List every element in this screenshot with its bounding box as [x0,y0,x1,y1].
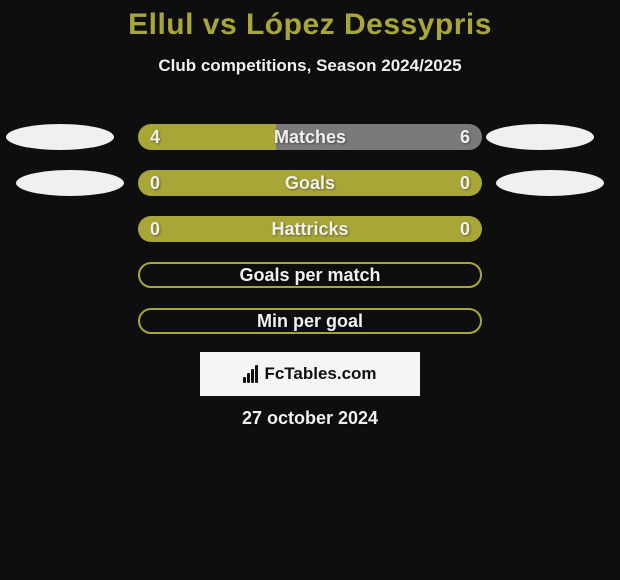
stat-bar: Goals per match [138,262,482,288]
stat-value-left: 0 [138,216,172,242]
stat-value-right: 0 [448,216,482,242]
attribution-badge: FcTables.com [200,352,420,396]
player-ellipse-right [496,170,604,196]
stat-value-left: 4 [138,124,172,150]
stat-label: Matches [138,124,482,150]
stat-bar: Matches4 6 [138,124,482,150]
stat-label: Min per goal [140,310,480,332]
stat-bar: Hattricks0 0 [138,216,482,242]
player-ellipse-left [16,170,124,196]
stat-row: Min per goal [0,308,620,354]
stat-value-right: 0 [448,170,482,196]
player-ellipse-left [6,124,114,150]
comparison-infographic: Ellul vs López Dessypris Club competitio… [0,0,620,580]
player-ellipse-right [486,124,594,150]
attribution-text: FcTables.com [264,364,376,384]
stat-label: Goals [138,170,482,196]
date-text: 27 october 2024 [0,408,620,429]
page-title: Ellul vs López Dessypris [0,0,620,42]
stat-bar: Goals0 0 [138,170,482,196]
stat-label: Goals per match [140,264,480,286]
stat-label: Hattricks [138,216,482,242]
subtitle: Club competitions, Season 2024/2025 [0,56,620,76]
stat-value-right: 6 [448,124,482,150]
stat-row: Hattricks0 0 [0,216,620,262]
stats-rows: Matches46Goals00Hattricks00Goals per mat… [0,124,620,354]
stat-row: Goals per match [0,262,620,308]
stat-bar: Min per goal [138,308,482,334]
bar-chart-icon [243,365,258,383]
stat-value-left: 0 [138,170,172,196]
